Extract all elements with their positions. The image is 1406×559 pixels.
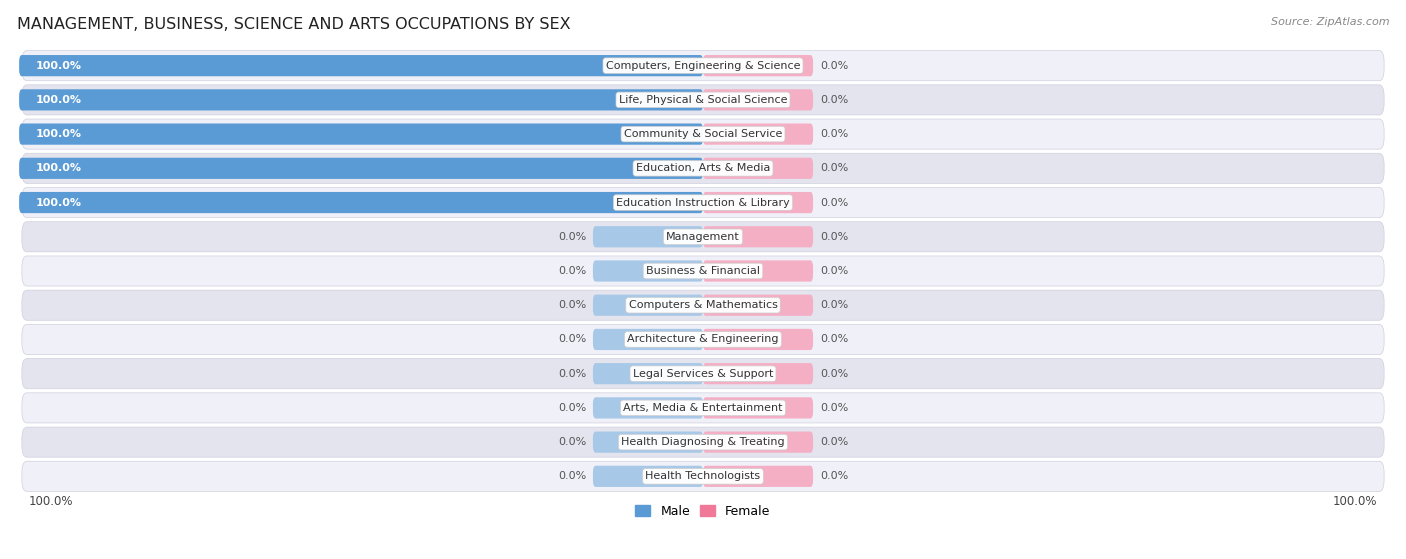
FancyBboxPatch shape (22, 324, 1384, 354)
Text: 0.0%: 0.0% (558, 403, 586, 413)
Text: 100.0%: 100.0% (1333, 495, 1378, 508)
FancyBboxPatch shape (22, 119, 1384, 149)
FancyBboxPatch shape (22, 153, 1384, 183)
Text: 0.0%: 0.0% (820, 197, 848, 207)
FancyBboxPatch shape (703, 158, 813, 179)
Text: 100.0%: 100.0% (35, 61, 82, 70)
FancyBboxPatch shape (593, 363, 703, 384)
FancyBboxPatch shape (593, 466, 703, 487)
Text: 0.0%: 0.0% (820, 334, 848, 344)
FancyBboxPatch shape (20, 158, 703, 179)
Text: Legal Services & Support: Legal Services & Support (633, 369, 773, 378)
Text: 0.0%: 0.0% (820, 232, 848, 242)
FancyBboxPatch shape (703, 363, 813, 384)
FancyBboxPatch shape (22, 85, 1384, 115)
FancyBboxPatch shape (22, 290, 1384, 320)
Text: Architecture & Engineering: Architecture & Engineering (627, 334, 779, 344)
FancyBboxPatch shape (703, 55, 813, 76)
FancyBboxPatch shape (20, 55, 703, 76)
FancyBboxPatch shape (22, 51, 1384, 80)
FancyBboxPatch shape (22, 256, 1384, 286)
Text: Health Technologists: Health Technologists (645, 471, 761, 481)
FancyBboxPatch shape (22, 187, 1384, 217)
Text: Management: Management (666, 232, 740, 242)
Text: Education Instruction & Library: Education Instruction & Library (616, 197, 790, 207)
FancyBboxPatch shape (703, 260, 813, 282)
Text: 0.0%: 0.0% (820, 369, 848, 378)
FancyBboxPatch shape (703, 397, 813, 419)
FancyBboxPatch shape (22, 461, 1384, 491)
FancyBboxPatch shape (703, 124, 813, 145)
Text: Business & Financial: Business & Financial (645, 266, 761, 276)
Text: Arts, Media & Entertainment: Arts, Media & Entertainment (623, 403, 783, 413)
FancyBboxPatch shape (593, 397, 703, 419)
FancyBboxPatch shape (20, 89, 703, 111)
FancyBboxPatch shape (703, 329, 813, 350)
Text: 0.0%: 0.0% (558, 334, 586, 344)
Text: Education, Arts & Media: Education, Arts & Media (636, 163, 770, 173)
FancyBboxPatch shape (703, 192, 813, 213)
Text: 100.0%: 100.0% (35, 163, 82, 173)
Text: 0.0%: 0.0% (820, 471, 848, 481)
Text: 0.0%: 0.0% (558, 266, 586, 276)
FancyBboxPatch shape (593, 226, 703, 248)
Text: 0.0%: 0.0% (820, 61, 848, 70)
Text: 0.0%: 0.0% (820, 163, 848, 173)
Text: Health Diagnosing & Treating: Health Diagnosing & Treating (621, 437, 785, 447)
FancyBboxPatch shape (593, 329, 703, 350)
Text: 0.0%: 0.0% (558, 471, 586, 481)
FancyBboxPatch shape (22, 222, 1384, 252)
Text: 100.0%: 100.0% (35, 129, 82, 139)
Text: 0.0%: 0.0% (558, 300, 586, 310)
Text: 0.0%: 0.0% (820, 95, 848, 105)
FancyBboxPatch shape (22, 427, 1384, 457)
Text: 0.0%: 0.0% (558, 232, 586, 242)
Text: 0.0%: 0.0% (820, 403, 848, 413)
FancyBboxPatch shape (593, 260, 703, 282)
Text: Computers, Engineering & Science: Computers, Engineering & Science (606, 61, 800, 70)
Text: Life, Physical & Social Science: Life, Physical & Social Science (619, 95, 787, 105)
Text: 0.0%: 0.0% (820, 129, 848, 139)
FancyBboxPatch shape (593, 295, 703, 316)
FancyBboxPatch shape (593, 432, 703, 453)
Text: 100.0%: 100.0% (35, 95, 82, 105)
FancyBboxPatch shape (22, 393, 1384, 423)
Text: 100.0%: 100.0% (35, 197, 82, 207)
FancyBboxPatch shape (703, 466, 813, 487)
FancyBboxPatch shape (20, 124, 703, 145)
Text: 100.0%: 100.0% (28, 495, 73, 508)
Text: Source: ZipAtlas.com: Source: ZipAtlas.com (1271, 17, 1389, 27)
Text: 0.0%: 0.0% (558, 437, 586, 447)
Legend: Male, Female: Male, Female (630, 500, 776, 523)
FancyBboxPatch shape (703, 89, 813, 111)
Text: Computers & Mathematics: Computers & Mathematics (628, 300, 778, 310)
Text: Community & Social Service: Community & Social Service (624, 129, 782, 139)
FancyBboxPatch shape (20, 192, 703, 213)
FancyBboxPatch shape (703, 226, 813, 248)
Text: 0.0%: 0.0% (820, 266, 848, 276)
FancyBboxPatch shape (703, 432, 813, 453)
Text: 0.0%: 0.0% (558, 369, 586, 378)
FancyBboxPatch shape (703, 295, 813, 316)
Text: 0.0%: 0.0% (820, 437, 848, 447)
Text: 0.0%: 0.0% (820, 300, 848, 310)
FancyBboxPatch shape (22, 359, 1384, 389)
Text: MANAGEMENT, BUSINESS, SCIENCE AND ARTS OCCUPATIONS BY SEX: MANAGEMENT, BUSINESS, SCIENCE AND ARTS O… (17, 17, 571, 32)
